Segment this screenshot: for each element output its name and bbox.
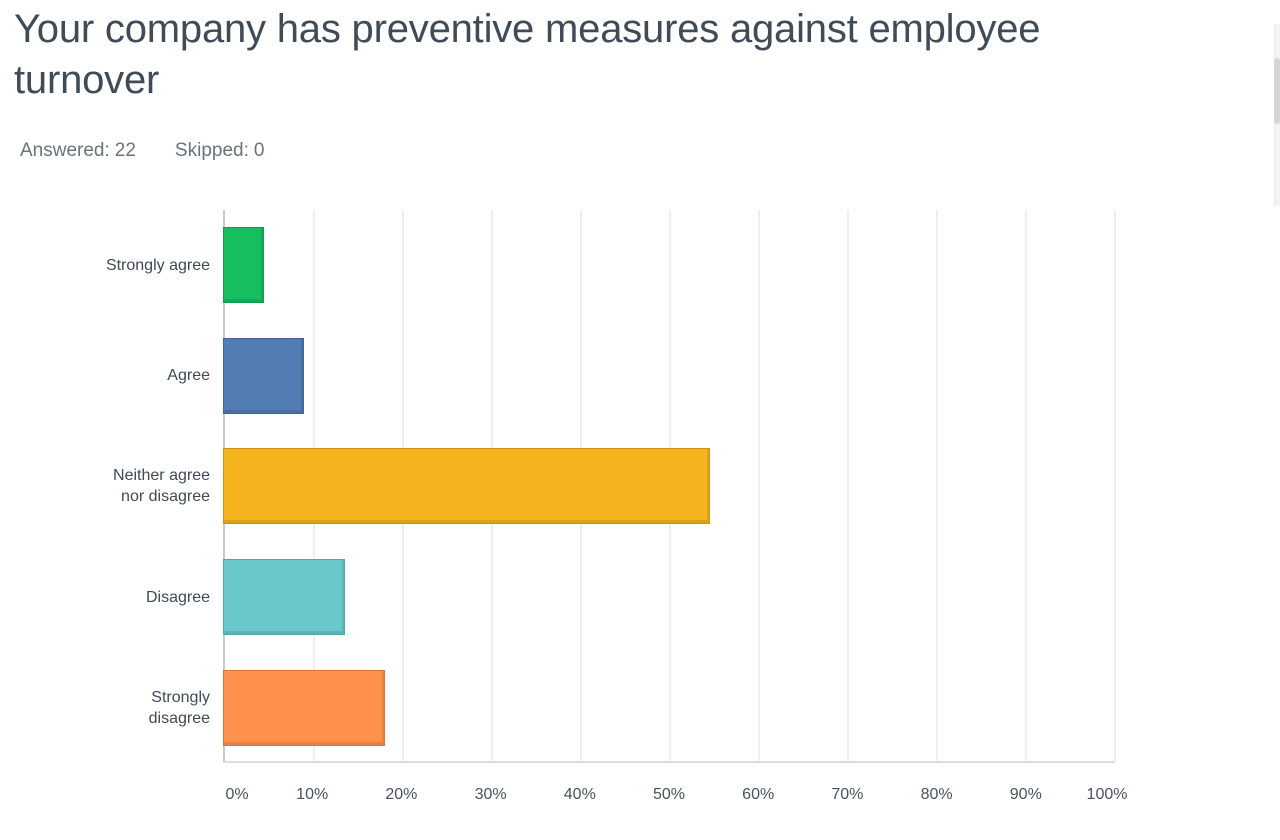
gridline [936,210,938,761]
page-title: Your company has preventive measures aga… [14,7,1041,102]
category-label: Strongly agree [0,255,210,276]
chart-row: Agree [0,321,1280,432]
bar-track [223,669,1115,746]
answered-stat: Answered: 22 [15,140,136,161]
chart-row: Strongly disagree [0,652,1280,763]
x-tick-label: 50% [652,786,686,803]
bar-track [223,559,1115,636]
bar-track [223,337,1115,414]
x-tick-label: 80% [920,786,953,803]
skipped-label: Skipped: [174,140,249,161]
skipped-value: 0 [253,140,265,161]
chart-rows: Strongly agree Agree Neither agree nor dis… [0,210,1280,763]
bar-neither-agree-nor-disagree[interactable] [223,448,710,525]
category-label-text: Strongly disagree [148,688,210,727]
gridline [758,210,760,761]
bar-strongly-agree[interactable] [223,227,264,304]
x-tick-label: 100% [1086,786,1128,803]
category-label: Disagree [0,587,210,608]
category-label-text: Neither agree nor disagree [113,467,210,506]
chart-row: Disagree [0,542,1280,653]
bar-disagree[interactable] [223,559,345,636]
response-stats: Answered: 22 Skipped: 0 [15,140,298,162]
x-tick-label: 0% [225,786,249,803]
gridline [1114,210,1116,761]
bar-track [223,227,1115,304]
category-label: Agree [0,365,210,386]
scrollbar-thumb[interactable] [1274,58,1280,124]
x-tick-label: 20% [385,786,418,803]
gridline [1025,210,1027,761]
chart-row: Strongly agree [0,210,1280,321]
category-label-text: Disagree [145,588,210,606]
skipped-stat: Skipped: 0 [170,140,265,161]
bar-agree[interactable] [223,337,305,414]
category-label-text: Agree [167,367,210,385]
x-axis: 0% 10% 20% 30% 40% 50% 60% 70% 80% 90% 100% [223,778,1127,808]
bar-track [223,448,1115,525]
x-tick-label: 30% [474,786,507,803]
answered-label: Answered: [20,140,110,161]
bar-chart: Strongly agree Agree Neither agree nor dis… [0,210,1280,803]
x-tick-label: 90% [1009,786,1042,803]
x-tick-label: 40% [563,786,596,803]
chart-row: Neither agree nor disagree [0,431,1280,542]
category-label: Neither agree nor disagree [0,465,210,507]
x-tick-label: 60% [742,786,775,803]
category-label-text: Strongly agree [105,256,210,274]
category-label: Strongly disagree [0,687,210,729]
x-tick-label: 10% [296,786,329,803]
x-tick-label: 70% [831,786,864,803]
gridline [847,210,849,761]
answered-value: 22 [114,140,136,161]
bar-strongly-disagree[interactable] [223,669,386,746]
scrollbar-track[interactable] [1274,24,1280,206]
